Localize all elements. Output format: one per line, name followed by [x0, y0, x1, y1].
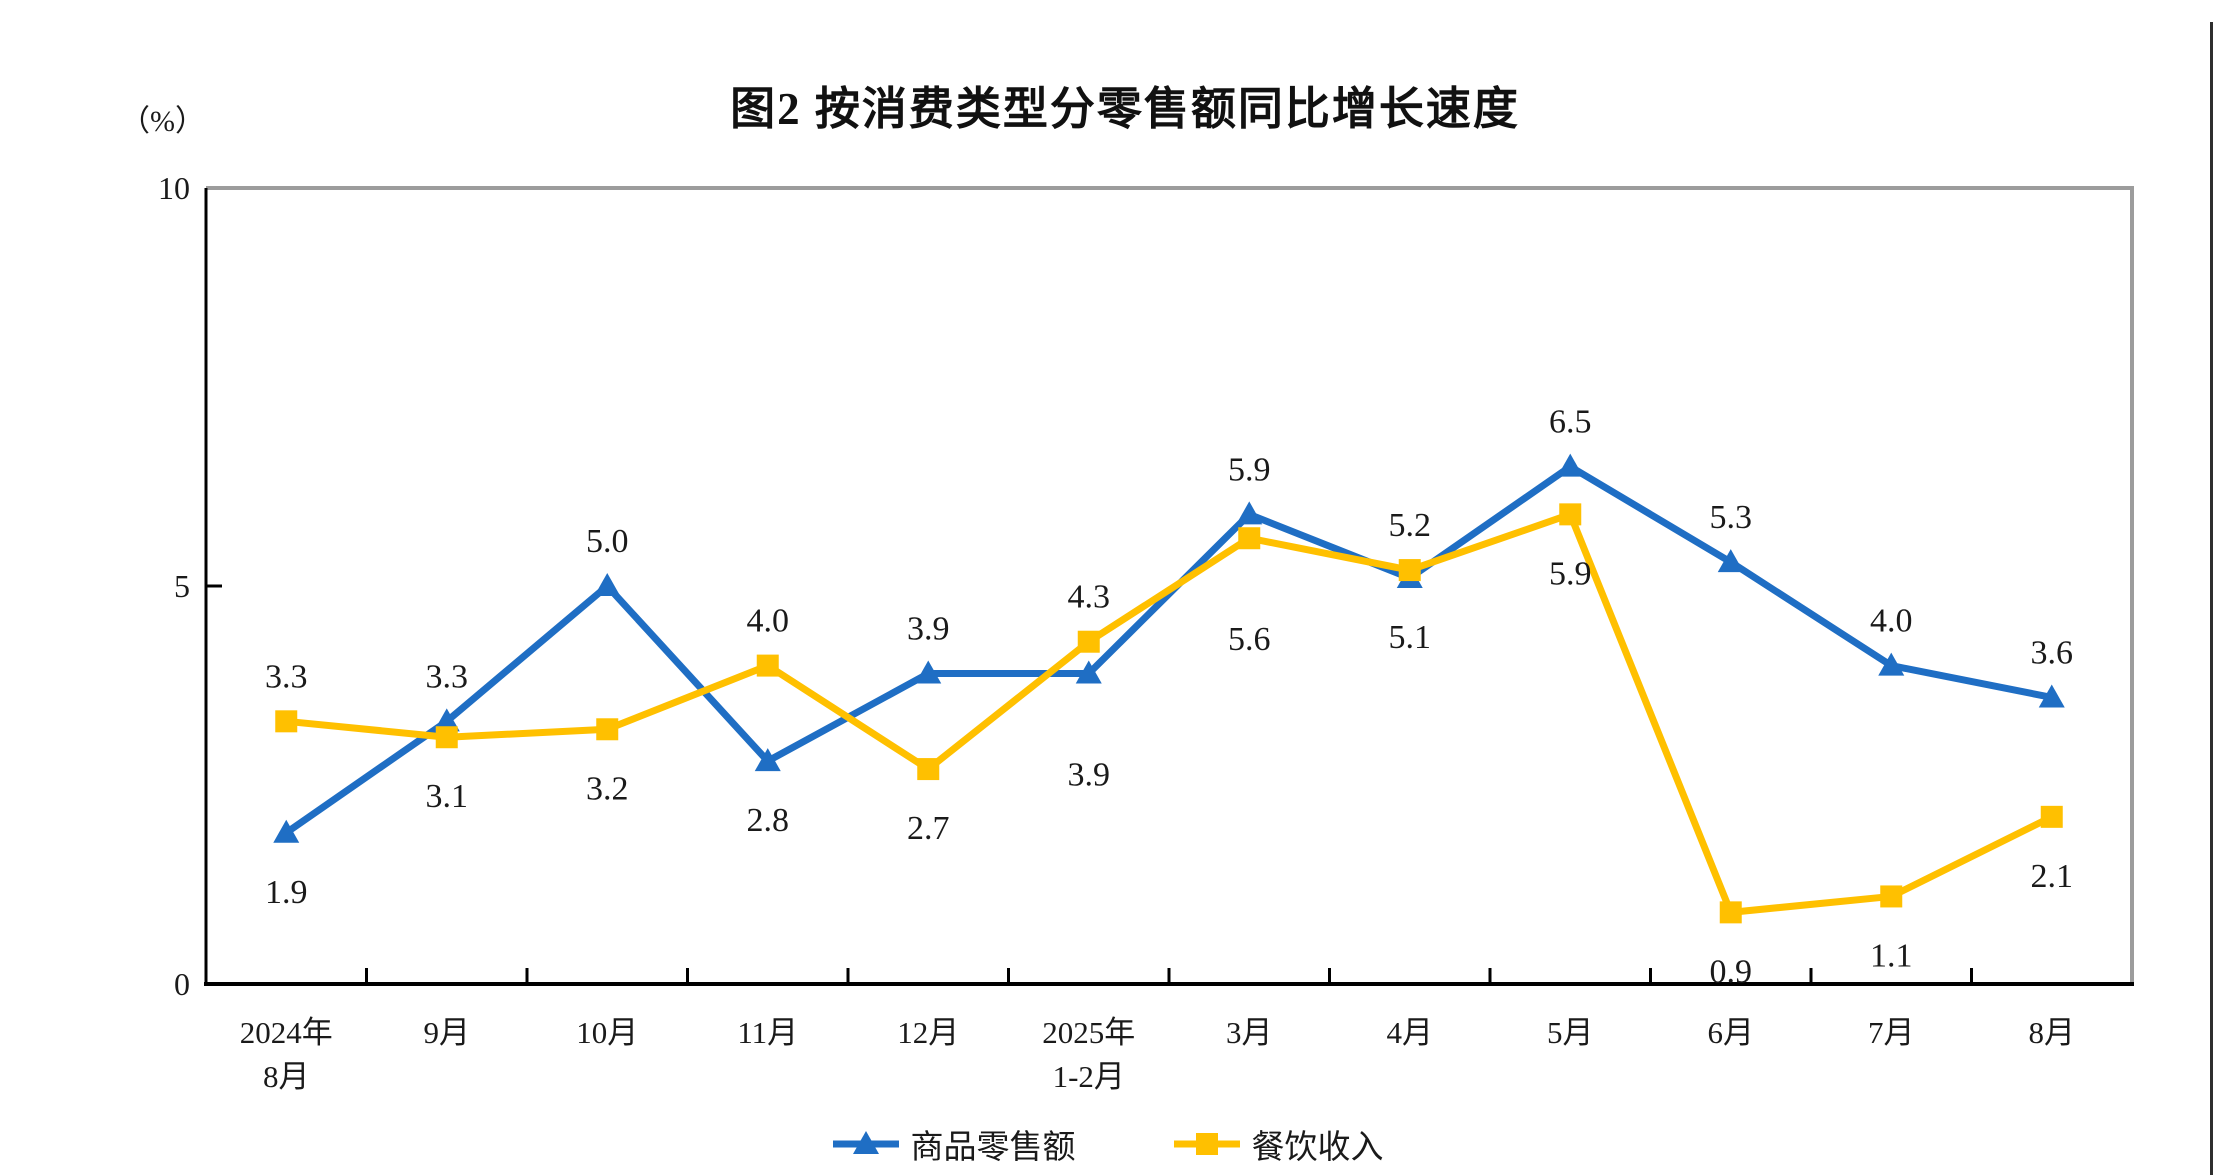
svg-text:3.9: 3.9 — [1068, 757, 1111, 794]
svg-text:4.0: 4.0 — [747, 603, 790, 640]
svg-text:3.6: 3.6 — [2031, 634, 2074, 671]
svg-text:2.8: 2.8 — [747, 802, 790, 839]
svg-text:1.1: 1.1 — [1870, 937, 1913, 974]
svg-text:5.3: 5.3 — [1710, 499, 1753, 536]
svg-text:3月: 3月 — [1226, 1015, 1273, 1050]
svg-text:1.9: 1.9 — [265, 874, 308, 911]
svg-text:10月: 10月 — [576, 1015, 638, 1050]
svg-text:8月: 8月 — [2029, 1015, 2076, 1050]
svg-text:9月: 9月 — [424, 1015, 471, 1050]
svg-text:2.1: 2.1 — [2031, 858, 2074, 895]
svg-text:4.0: 4.0 — [1870, 603, 1913, 640]
svg-text:3.3: 3.3 — [265, 658, 308, 695]
svg-text:4月: 4月 — [1387, 1015, 1434, 1050]
svg-text:2025年: 2025年 — [1042, 1015, 1135, 1050]
legend-label-catering-income: 餐饮收入 — [1251, 1130, 1384, 1166]
svg-text:5.0: 5.0 — [586, 523, 629, 560]
page-right-edge-line — [2210, 22, 2213, 1175]
svg-text:5: 5 — [174, 568, 190, 604]
legend-item-goods-retail: 商品零售额 — [831, 1120, 1076, 1168]
svg-text:5.6: 5.6 — [1228, 621, 1271, 658]
svg-text:3.1: 3.1 — [426, 778, 469, 815]
svg-text:1-2月: 1-2月 — [1053, 1059, 1125, 1094]
legend-marker-square-icon — [1173, 1133, 1240, 1155]
svg-text:8月: 8月 — [263, 1059, 310, 1094]
svg-text:10: 10 — [158, 170, 190, 206]
svg-text:3.3: 3.3 — [426, 658, 469, 695]
svg-text:3.9: 3.9 — [907, 611, 950, 648]
svg-text:2.7: 2.7 — [907, 810, 950, 847]
svg-text:6月: 6月 — [1708, 1015, 1755, 1050]
legend-label-goods-retail: 商品零售额 — [910, 1130, 1076, 1166]
y-axis-unit-label: （%） — [120, 105, 205, 138]
svg-text:3.2: 3.2 — [586, 770, 629, 807]
svg-text:5.9: 5.9 — [1549, 555, 1592, 592]
svg-text:0: 0 — [174, 966, 190, 1002]
svg-text:5月: 5月 — [1547, 1015, 1594, 1050]
svg-text:0.9: 0.9 — [1710, 953, 1753, 990]
svg-text:11月: 11月 — [737, 1015, 798, 1050]
svg-text:6.5: 6.5 — [1549, 404, 1592, 441]
svg-text:5.9: 5.9 — [1228, 451, 1271, 488]
svg-text:7月: 7月 — [1868, 1015, 1915, 1050]
legend-item-catering-income: 餐饮收入 — [1172, 1120, 1384, 1168]
legend: 商品零售额 餐饮收入 — [0, 1120, 2214, 1168]
svg-text:2024年: 2024年 — [240, 1015, 333, 1050]
svg-text:12月: 12月 — [897, 1015, 959, 1050]
svg-text:4.3: 4.3 — [1068, 579, 1111, 616]
chart-title: 图2 按消费类型分零售额同比增长速度 — [730, 84, 1520, 134]
legend-marker-triangle-icon — [832, 1131, 899, 1154]
svg-text:5.1: 5.1 — [1389, 619, 1432, 656]
svg-text:5.2: 5.2 — [1389, 507, 1432, 544]
